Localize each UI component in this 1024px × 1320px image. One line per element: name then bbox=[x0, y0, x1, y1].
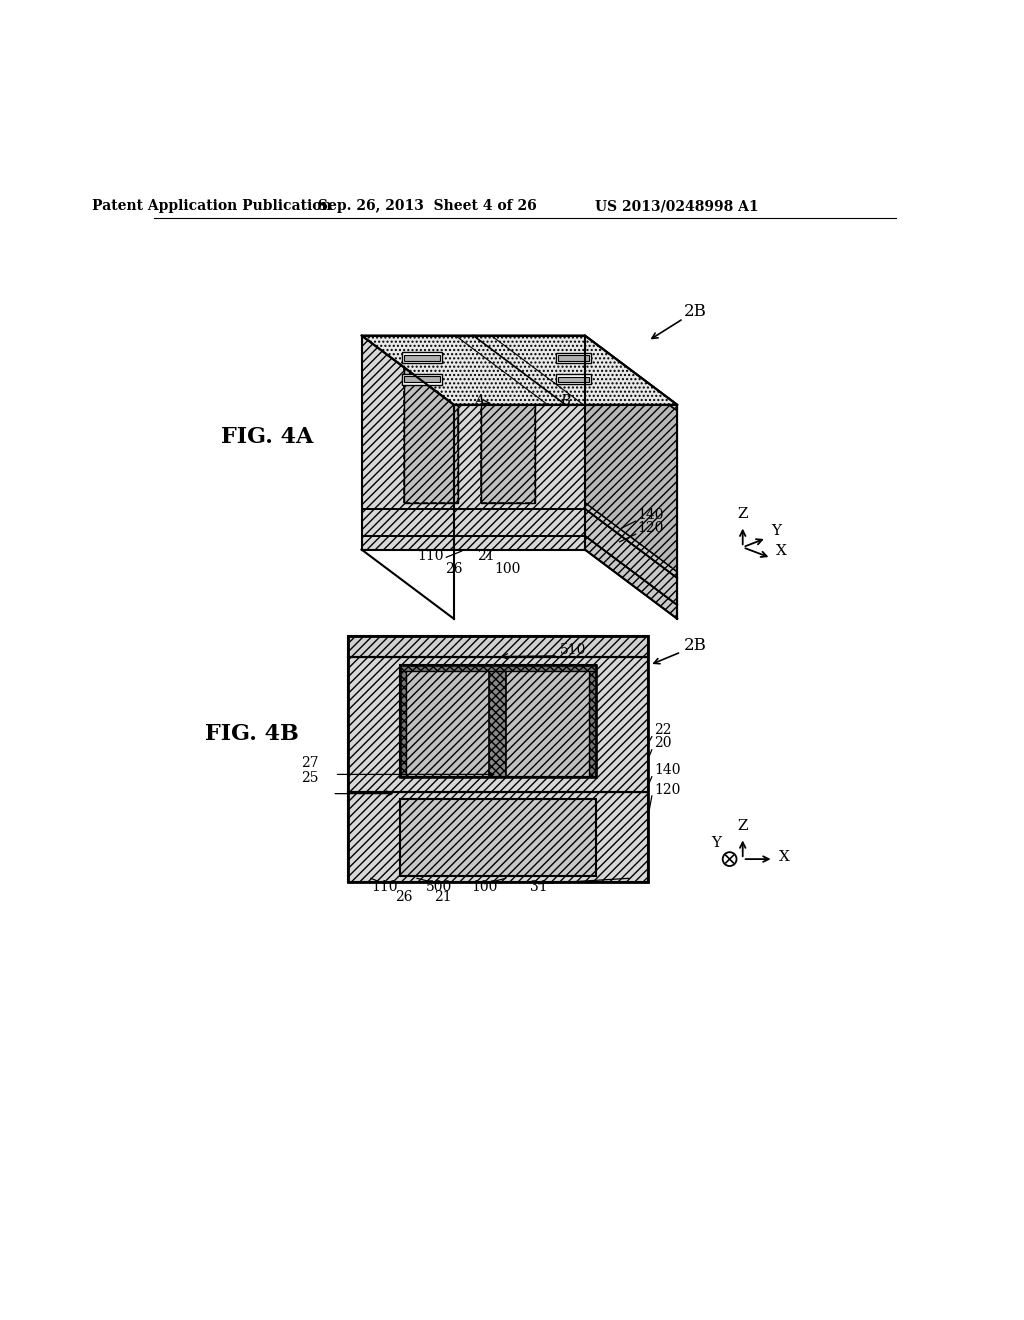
Text: B: B bbox=[560, 393, 570, 408]
Text: 500: 500 bbox=[425, 880, 452, 895]
Bar bbox=[590, 665, 596, 776]
Text: 140: 140 bbox=[637, 508, 664, 521]
Text: 510: 510 bbox=[560, 643, 587, 656]
Bar bbox=[400, 665, 596, 776]
Text: 27: 27 bbox=[301, 755, 318, 770]
Bar bbox=[558, 376, 589, 381]
Bar bbox=[404, 355, 439, 360]
Text: Z: Z bbox=[737, 507, 748, 521]
Bar bbox=[361, 335, 585, 508]
Bar bbox=[402, 374, 442, 385]
Bar bbox=[400, 665, 407, 776]
Text: Z: Z bbox=[737, 818, 748, 833]
Bar bbox=[348, 657, 648, 792]
Text: 110: 110 bbox=[372, 880, 398, 895]
Text: 21: 21 bbox=[433, 891, 452, 904]
Bar bbox=[402, 352, 442, 363]
Text: FIG. 4A: FIG. 4A bbox=[221, 426, 313, 449]
Polygon shape bbox=[585, 536, 677, 619]
Text: 26: 26 bbox=[395, 891, 413, 904]
Bar bbox=[348, 792, 648, 882]
Text: 110: 110 bbox=[418, 549, 444, 564]
Polygon shape bbox=[361, 335, 677, 405]
Bar bbox=[348, 636, 648, 882]
Text: 140: 140 bbox=[654, 763, 681, 777]
Bar bbox=[361, 536, 585, 549]
Text: 22: 22 bbox=[654, 723, 672, 738]
Bar bbox=[481, 342, 535, 503]
Bar bbox=[361, 508, 585, 536]
Text: 2B: 2B bbox=[683, 636, 707, 653]
Bar bbox=[403, 342, 458, 503]
Text: FIG. 4B: FIG. 4B bbox=[205, 723, 299, 744]
Bar bbox=[400, 799, 596, 876]
Text: A: A bbox=[473, 393, 483, 408]
Bar bbox=[556, 352, 591, 363]
Text: X: X bbox=[776, 544, 786, 558]
Bar bbox=[403, 342, 458, 503]
Text: Sep. 26, 2013  Sheet 4 of 26: Sep. 26, 2013 Sheet 4 of 26 bbox=[317, 199, 537, 213]
Bar bbox=[556, 375, 591, 384]
Polygon shape bbox=[585, 342, 677, 572]
Text: 120: 120 bbox=[637, 521, 664, 535]
Text: Y: Y bbox=[771, 524, 781, 539]
Text: 100: 100 bbox=[495, 562, 521, 576]
Polygon shape bbox=[585, 508, 677, 605]
Text: Patent Application Publication: Patent Application Publication bbox=[91, 199, 331, 213]
Bar bbox=[400, 799, 596, 876]
Text: US 2013/0248998 A1: US 2013/0248998 A1 bbox=[595, 199, 759, 213]
Bar bbox=[400, 665, 596, 776]
Text: 2B: 2B bbox=[683, 304, 707, 321]
Bar bbox=[400, 665, 596, 671]
Text: X: X bbox=[779, 850, 790, 863]
Text: 31: 31 bbox=[529, 880, 548, 895]
Text: 100: 100 bbox=[472, 880, 498, 895]
Bar bbox=[489, 665, 506, 776]
Text: Y: Y bbox=[711, 836, 721, 850]
Text: 120: 120 bbox=[654, 783, 681, 797]
Polygon shape bbox=[585, 335, 677, 578]
Text: 25: 25 bbox=[301, 771, 318, 785]
Bar bbox=[348, 636, 648, 657]
Text: 20: 20 bbox=[654, 737, 672, 751]
Text: 26: 26 bbox=[445, 562, 463, 576]
Bar bbox=[558, 355, 589, 360]
Bar bbox=[404, 376, 439, 383]
Text: 21: 21 bbox=[477, 549, 496, 564]
Bar bbox=[481, 342, 535, 503]
